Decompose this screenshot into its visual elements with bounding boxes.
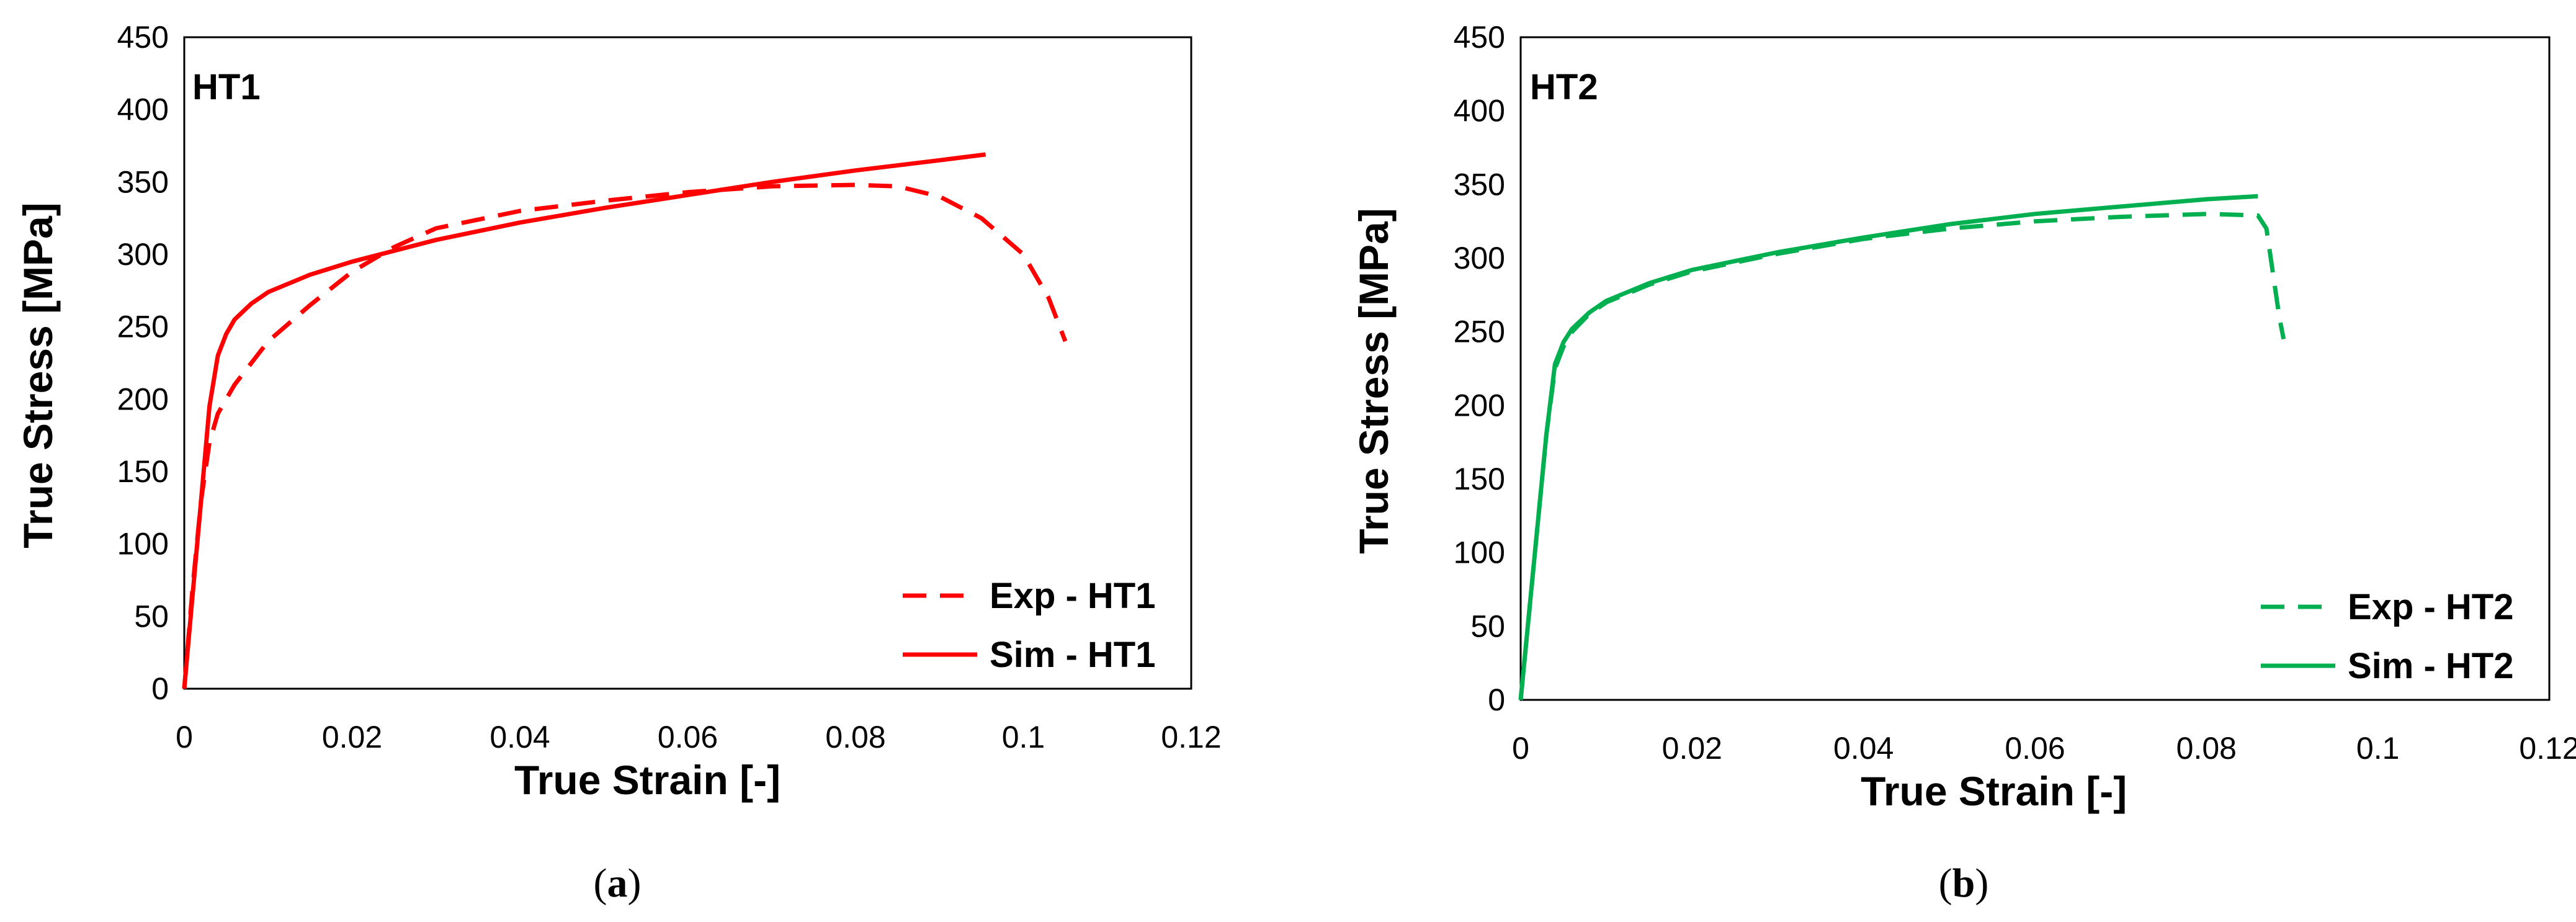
legend-label: Exp - HT2	[2348, 587, 2514, 627]
x-tick-label: 0.12	[2519, 731, 2576, 766]
y-tick-label: 0	[151, 671, 169, 706]
y-tick-label: 250	[117, 310, 169, 344]
y-tick-label: 400	[117, 92, 169, 127]
y-tick-label: 0	[1488, 683, 1505, 717]
x-tick-label: 0.02	[322, 720, 382, 754]
plot-frame	[1519, 36, 2551, 701]
y-tick-label: 50	[1470, 609, 1505, 643]
series-line-solid	[1518, 194, 2258, 700]
x-tick-label: 0.04	[490, 720, 550, 754]
y-tick-label: 350	[117, 164, 169, 199]
y-tick-label: 250	[1454, 315, 1505, 349]
x-tick-label: 0.1	[1002, 720, 1045, 754]
y-tick-label: 350	[1454, 167, 1505, 202]
legend-label: Sim - HT1	[990, 635, 1156, 675]
x-tick-label: 0.08	[825, 720, 885, 754]
legend-label: Sim - HT2	[2348, 646, 2514, 686]
y-tick-label: 200	[117, 382, 169, 416]
x-tick-label: 0.06	[2005, 731, 2065, 766]
x-tick-label: 0.04	[1833, 731, 1894, 766]
x-tick-label: 0	[176, 720, 193, 754]
panel-caption: (b)	[1939, 861, 1989, 906]
x-tick-label: 0.06	[658, 720, 718, 754]
series-line-dashed	[182, 182, 1068, 689]
y-tick-label: 100	[117, 527, 169, 562]
chart-panel-a: 0 50 100 150 200 250 300 350 400 450 0 0.02 0.04 0.06…	[15, 20, 1222, 906]
x-tick-label: 0.08	[2176, 731, 2237, 766]
plot-frame	[183, 36, 1192, 690]
y-tick-label: 400	[1454, 94, 1505, 128]
x-tick-label: 0.12	[1161, 720, 1221, 754]
y-tick-label: 50	[134, 599, 169, 633]
x-tick-label: 0	[1512, 731, 1529, 766]
y-tick-label: 300	[1454, 241, 1505, 275]
chart-panel-b: 0 50 100 150 200 250 300 350 400 450 0 0.02 0.04 0.06…	[1351, 20, 2576, 906]
y-tick-label: 200	[1454, 388, 1505, 423]
y-tick-label: 150	[1454, 462, 1505, 496]
y-axis-title: True Stress [MPa]	[1351, 208, 1397, 554]
x-tick-label: 0.1	[2356, 731, 2400, 766]
x-axis-title: True Strain [-]	[514, 757, 780, 803]
panel-caption: (a)	[594, 861, 642, 906]
y-axis-title: True Stress [MPa]	[15, 202, 61, 548]
panel-annotation: HT1	[192, 67, 261, 107]
panel-annotation: HT2	[1530, 67, 1598, 107]
y-tick-label: 450	[1454, 20, 1505, 55]
y-tick-label: 300	[117, 237, 169, 272]
x-axis-title: True Strain [-]	[1861, 768, 2127, 814]
legend-label: Exp - HT1	[990, 576, 1156, 616]
x-tick-label: 0.02	[1662, 731, 1722, 766]
series-line-solid	[182, 152, 986, 689]
y-tick-label: 150	[117, 454, 169, 489]
y-tick-label: 100	[1454, 535, 1505, 570]
y-tick-label: 450	[117, 20, 169, 55]
